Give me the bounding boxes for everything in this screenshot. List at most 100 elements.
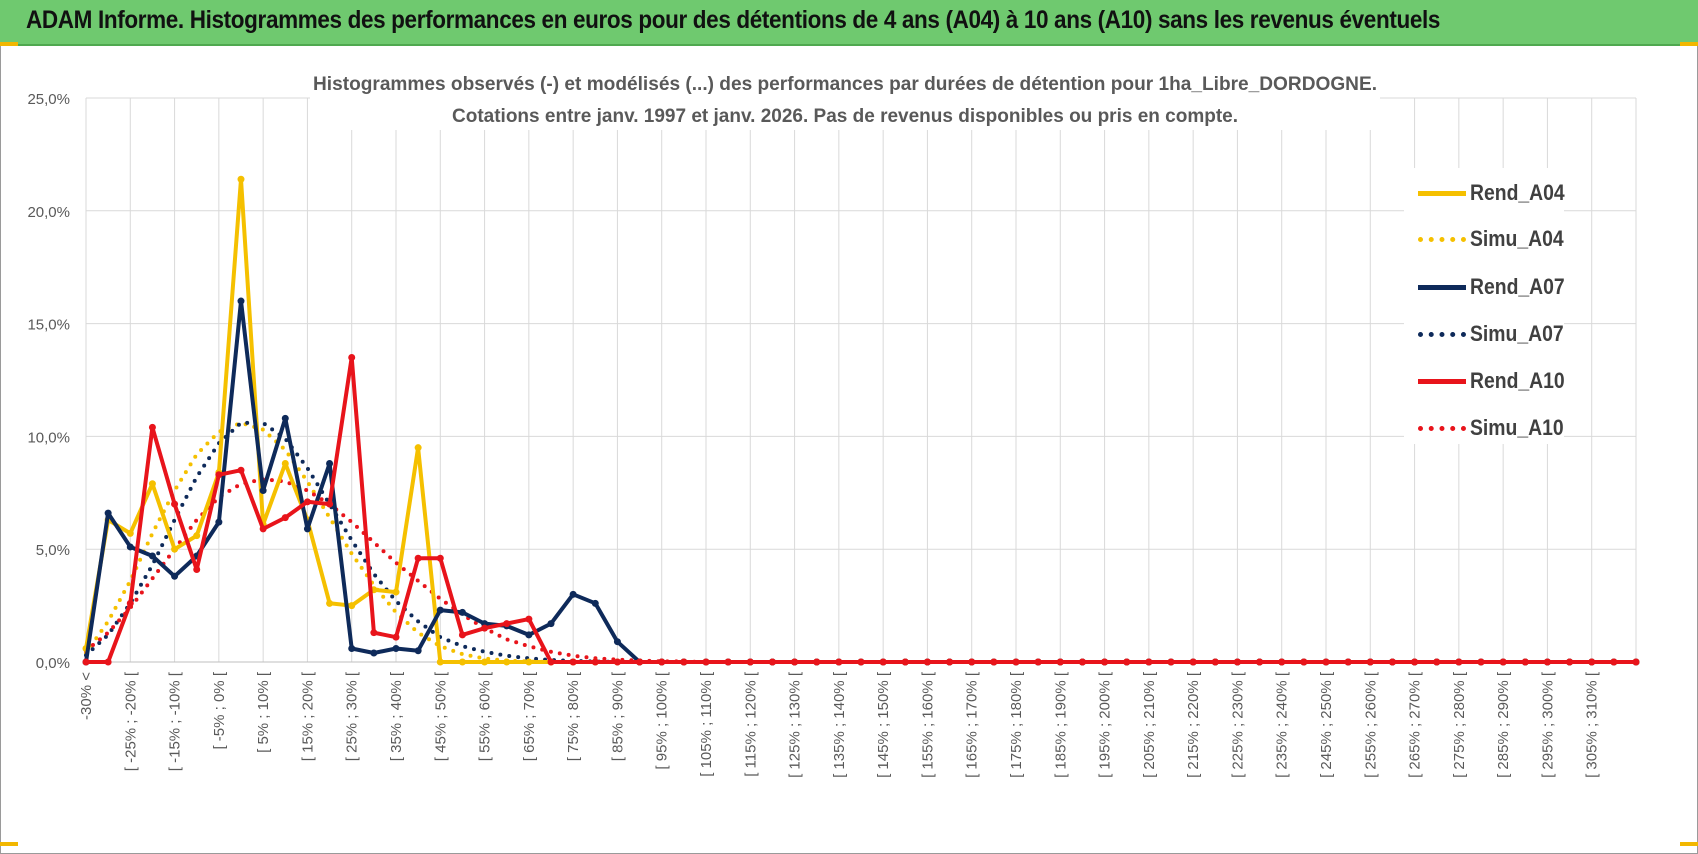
data-point-rend-a10 [813,658,821,666]
legend-swatch-simu-a04 [1418,236,1466,242]
legend-swatch-simu-a07 [1418,331,1466,337]
data-point-rend-a10 [1211,658,1219,666]
data-point-rend-a10 [1499,658,1507,666]
data-point-rend-a10 [370,629,378,637]
data-point-rend-a10 [879,658,887,666]
data-point-rend-a07 [591,599,599,607]
data-point-rend-a10 [1477,658,1485,666]
data-point-rend-a07 [171,572,179,580]
data-point-rend-a10 [1610,658,1618,666]
y-tick-label: 15,0% [27,317,70,334]
y-tick-label: 25,0% [27,91,70,108]
data-point-rend-a07 [348,644,356,652]
data-point-rend-a10 [193,566,201,574]
data-point-rend-a10 [658,658,666,666]
legend-label-simu-a10: Simu_A10 [1470,415,1564,440]
legend-swatch-rend-a07 [1418,284,1466,290]
data-point-rend-a10 [104,658,112,666]
x-tick-label: [ 225% ; 230% [ [1229,671,1246,778]
data-point-rend-a10 [901,658,909,666]
corner-mark-top-right [1680,42,1698,46]
data-point-rend-a10 [1366,658,1374,666]
data-point-rend-a10 [923,658,931,666]
data-point-rend-a10 [1189,658,1197,666]
data-point-rend-a07 [126,543,134,551]
x-tick-label: [ 155% ; 160% [ [919,671,936,778]
x-tick-label: [ 295% ; 300% [ [1539,671,1556,778]
data-point-rend-a10 [1588,658,1596,666]
data-point-rend-a04 [503,658,511,666]
x-tick-label: [ 185% ; 190% [ [1052,671,1069,778]
data-point-rend-a10 [591,658,599,666]
data-point-rend-a10 [1632,658,1640,666]
series-line-simu-a07 [84,420,1638,664]
data-point-rend-a10 [1543,658,1551,666]
data-point-rend-a10 [503,620,511,628]
data-point-rend-a10 [1101,658,1109,666]
x-axis: -30% < [ -25% ; -20% [[ -15% ; -10% [[ -5… [78,671,1601,778]
series-lines [82,175,1640,666]
x-tick-label: [ 275% ; 280% [ [1451,671,1468,778]
legend-item-rend-a10: Rend_A10 [1418,366,1578,396]
legend-swatch-simu-a10 [1418,425,1466,431]
y-tick-label: 5,0% [36,542,70,559]
data-point-rend-a04 [281,459,289,467]
data-point-rend-a07 [458,608,466,616]
x-tick-label: [ 195% ; 200% [ [1097,671,1114,778]
data-point-rend-a10 [1300,658,1308,666]
x-tick-label: [ 75% ; 80% [ [565,671,582,761]
data-point-rend-a10 [791,658,799,666]
x-tick-label: -30% < [78,672,95,720]
x-tick-label: [ 175% ; 180% [ [1008,671,1025,778]
data-point-rend-a04 [348,602,356,610]
data-point-rend-a10 [392,633,400,641]
y-axis: 25,0% 20,0% 15,0% 10,0% 5,0% 0,0% [27,91,70,672]
data-point-rend-a10 [1411,658,1419,666]
x-tick-label: [ 165% ; 170% [ [964,671,981,778]
legend-swatch-rend-a04 [1418,190,1466,196]
data-point-rend-a10 [1056,658,1064,666]
data-point-rend-a04 [392,588,400,596]
x-tick-label: [ 245% ; 250% [ [1318,671,1335,778]
data-point-rend-a10 [1322,658,1330,666]
data-point-rend-a07 [569,590,577,598]
data-point-rend-a10 [1455,658,1463,666]
data-point-rend-a10 [724,658,732,666]
data-point-rend-a10 [613,658,621,666]
x-tick-label: [ 95% ; 100% [ [654,671,671,769]
x-tick-label: [ 135% ; 140% [ [831,671,848,778]
data-point-rend-a04 [458,658,466,666]
legend-item-rend-a04: Rend_A04 [1418,178,1578,208]
data-point-rend-a10 [326,500,334,508]
data-point-rend-a10 [857,658,865,666]
data-point-rend-a10 [281,514,289,522]
data-point-rend-a04 [525,658,533,666]
x-tick-label: [ 65% ; 70% [ [521,671,538,761]
x-tick-label: [ 105% ; 110% [ [698,671,715,777]
data-point-rend-a10 [1388,658,1396,666]
data-point-rend-a10 [237,466,245,474]
data-point-rend-a10 [990,658,998,666]
data-point-rend-a10 [1233,658,1241,666]
x-tick-label: [ -25% ; -20% [ [122,671,139,771]
data-point-rend-a10 [1012,658,1020,666]
data-point-rend-a07 [414,647,422,655]
data-point-rend-a07 [436,606,444,614]
chart-title: Histogrammes observés (-) et modélisés (… [310,62,1380,130]
x-tick-label: [ 285% ; 290% [ [1495,671,1512,778]
data-point-rend-a10 [82,658,90,666]
data-point-rend-a10 [1034,658,1042,666]
data-point-rend-a10 [1344,658,1352,666]
legend-label-rend-a10: Rend_A10 [1470,368,1565,393]
data-point-rend-a07 [525,631,533,639]
data-point-rend-a10 [414,554,422,562]
data-point-rend-a07 [259,487,267,495]
data-point-rend-a10 [148,423,156,431]
chart-title-line-1: Histogrammes observés (-) et modélisés (… [313,74,1377,95]
chart-title-background [310,62,1380,130]
data-point-rend-a10 [303,498,311,506]
data-point-rend-a10 [348,353,356,361]
data-point-rend-a10 [1167,658,1175,666]
data-point-rend-a07 [281,414,289,422]
y-tick-label: 10,0% [27,429,70,446]
